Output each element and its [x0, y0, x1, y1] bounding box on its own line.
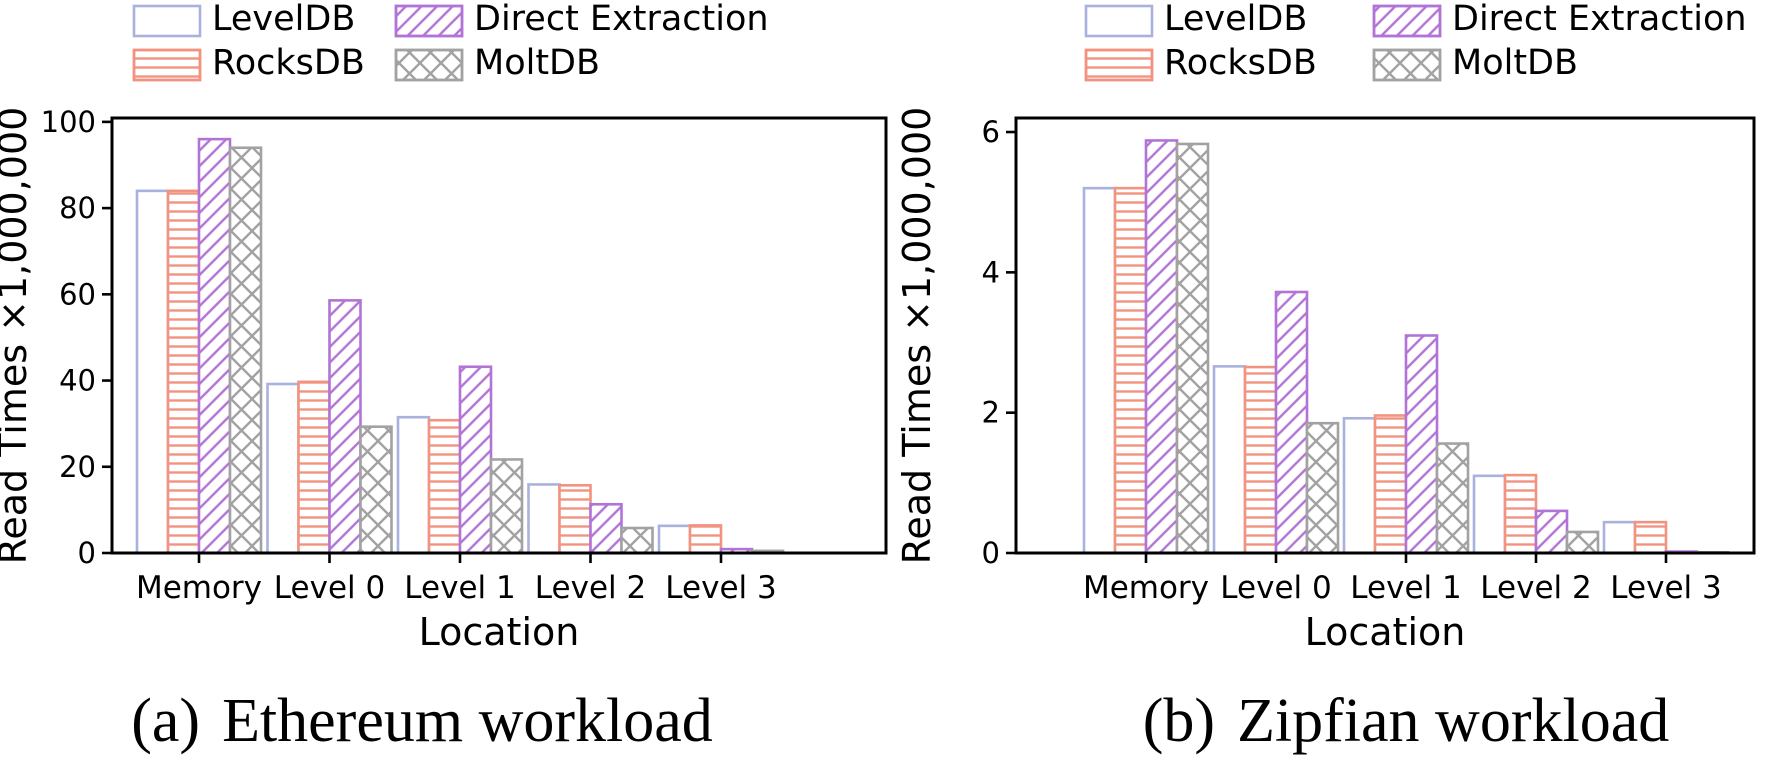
bar-moltdb-level-2 [1565, 530, 1600, 555]
y-axis: 0 20 40 60 80 100 [41, 105, 112, 570]
legend-label-rocksdb: RocksDB [1164, 43, 1317, 83]
legend-label-leveldb: LevelDB [212, 0, 355, 39]
bar-leveldb-level-3 [657, 524, 692, 555]
bar-leveldb-level-1 [1342, 416, 1377, 555]
legend-item-rocksdb: RocksDB [132, 43, 365, 83]
bars [135, 137, 785, 555]
y-tick-label: 80 [59, 191, 96, 225]
zipfian-workload-chart: LevelDB RocksDB Direct Extraction MoltDB 0 2 4… [896, 0, 1756, 654]
bar-leveldb-memory [135, 189, 170, 555]
y-tick-label: 4 [982, 255, 1000, 289]
legend-item-moltdb: MoltDB [394, 43, 600, 83]
y-tick-label: 60 [59, 277, 96, 311]
bar-rocksdb-level-0 [297, 380, 331, 555]
legend-item-direct-extraction: Direct Extraction [394, 0, 769, 39]
bar-moltdb-level-2 [620, 526, 654, 555]
legend-item-rocksdb: RocksDB [1084, 43, 1317, 83]
y-tick-label: 0 [982, 536, 1000, 570]
bar-direct-extraction-level-0 [328, 299, 362, 555]
bar-moltdb-level-0 [359, 425, 393, 555]
y-axis-title: Read Times ×1,000,000 [896, 107, 939, 565]
bar-rocksdb-level-2 [558, 484, 592, 555]
caption-a-title: Ethereum workload [222, 687, 713, 755]
y-tick-label: 20 [59, 450, 96, 484]
ethereum-workload-chart: LevelDB RocksDB Direct Extraction MoltDB 0 20… [0, 0, 888, 654]
x-tick-label-memory: Memory [1083, 570, 1209, 606]
legend-label-direct-extraction: Direct Extraction [1452, 0, 1747, 39]
legend-swatch-leveldb [1084, 4, 1154, 38]
bar-leveldb-level-0 [1212, 365, 1247, 555]
legend-label-moltdb: MoltDB [474, 43, 600, 83]
legend: LevelDB RocksDB Direct Extraction MoltDB [132, 0, 769, 83]
y-tick-label: 100 [41, 105, 96, 139]
legend-item-direct-extraction: Direct Extraction [1372, 0, 1747, 39]
legend-item-leveldb: LevelDB [132, 0, 355, 39]
caption-b-index: (b) [1142, 687, 1216, 755]
bar-rocksdb-level-3 [688, 524, 723, 555]
bar-rocksdb-level-3 [1633, 520, 1668, 555]
bar-direct-extraction-level-0 [1274, 290, 1309, 555]
bar-direct-extraction-level-2 [589, 502, 623, 555]
x-tick-label-level-1: Level 1 [404, 570, 515, 606]
bar-rocksdb-level-1 [1373, 414, 1408, 555]
caption-a-index: (a) [131, 687, 201, 755]
bar-rocksdb-memory [166, 189, 201, 555]
bars [1082, 139, 1730, 555]
bar-leveldb-level-3 [1602, 520, 1637, 555]
x-tick-label-level-1: Level 1 [1350, 570, 1461, 606]
y-tick-label: 6 [982, 115, 1000, 149]
x-axis-title: Location [1305, 610, 1466, 654]
y-axis: 0 2 4 6 [982, 115, 1016, 570]
legend-swatch-leveldb [132, 4, 202, 38]
bar-direct-extraction-level-1 [458, 365, 493, 555]
bar-moltdb-level-0 [1305, 421, 1340, 555]
x-tick-label-level-3: Level 3 [1610, 570, 1721, 606]
caption-b-title: Zipfian workload [1237, 687, 1670, 755]
x-tick-label-level-0: Level 0 [1220, 570, 1331, 606]
plot-frame [110, 116, 888, 555]
legend-item-moltdb: MoltDB [1372, 43, 1578, 83]
y-tick-label: 0 [78, 536, 96, 570]
x-tick-label-level-2: Level 2 [1480, 570, 1591, 606]
legend: LevelDB RocksDB Direct Extraction MoltDB [1084, 0, 1747, 83]
bar-moltdb-memory [1175, 142, 1210, 555]
x-tick-label-memory: Memory [136, 570, 262, 606]
caption-zipfian: (b) Zipfian workload [958, 686, 1792, 757]
y-tick-label: 2 [982, 396, 1000, 430]
bar-rocksdb-level-1 [427, 418, 462, 555]
legend-label-leveldb: LevelDB [1164, 0, 1307, 39]
bar-moltdb-level-1 [489, 458, 524, 555]
bar-leveldb-level-2 [527, 483, 561, 555]
caption-ethereum: (a) Ethereum workload [0, 686, 870, 757]
bar-leveldb-level-2 [1472, 474, 1507, 555]
x-tick-label-level-3: Level 3 [665, 570, 776, 606]
plot-frame [1014, 116, 1756, 555]
x-tick-label-level-2: Level 2 [535, 570, 646, 606]
y-tick-label: 40 [59, 364, 96, 398]
y-axis-title: Read Times ×1,000,000 [0, 107, 35, 565]
bar-direct-extraction-level-1 [1404, 334, 1439, 555]
bar-rocksdb-level-0 [1243, 365, 1278, 555]
legend-label-direct-extraction: Direct Extraction [474, 0, 769, 39]
bar-leveldb-memory [1082, 186, 1117, 555]
bar-moltdb-level-1 [1435, 442, 1470, 555]
bar-rocksdb-level-2 [1503, 473, 1538, 555]
bar-leveldb-level-1 [396, 415, 431, 555]
x-axis: Memory Level 0 Level 1 Level 2 Level 3 [136, 553, 777, 606]
x-axis: Memory Level 0 Level 1 Level 2 Level 3 [1083, 553, 1722, 606]
x-axis-title: Location [419, 610, 580, 654]
bar-moltdb-memory [228, 146, 263, 555]
legend-item-leveldb: LevelDB [1084, 0, 1307, 39]
bar-direct-extraction-memory [197, 137, 232, 555]
bar-rocksdb-memory [1113, 186, 1148, 555]
legend-label-rocksdb: RocksDB [212, 43, 365, 83]
bar-direct-extraction-level-2 [1534, 509, 1569, 555]
legend-label-moltdb: MoltDB [1452, 43, 1578, 83]
bar-leveldb-level-0 [266, 382, 300, 555]
x-tick-label-level-0: Level 0 [274, 570, 385, 606]
bar-direct-extraction-memory [1144, 139, 1179, 555]
